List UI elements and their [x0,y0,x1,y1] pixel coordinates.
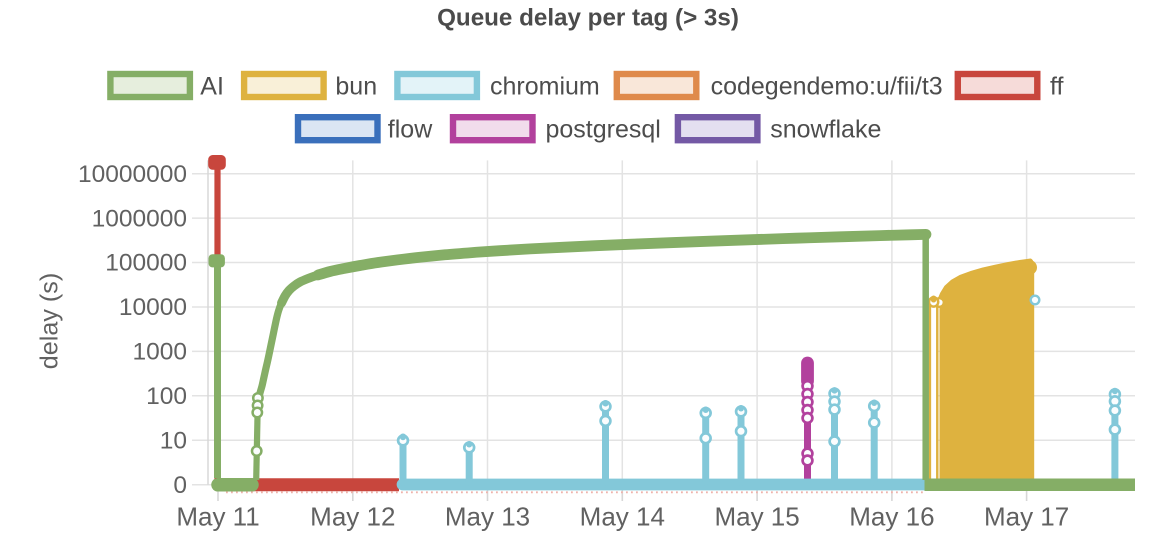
svg-text:100: 100 [146,383,187,410]
svg-text:AI: AI [200,72,224,100]
svg-text:10000: 10000 [119,294,187,321]
svg-text:100000: 100000 [105,250,187,277]
svg-text:May 14: May 14 [580,502,665,532]
svg-text:postgresql: postgresql [546,116,661,144]
svg-text:ff: ff [1050,72,1063,100]
svg-text:10: 10 [160,428,187,455]
svg-text:snowflake: snowflake [770,116,881,144]
svg-text:10000000: 10000000 [78,161,187,188]
svg-text:chromium: chromium [490,72,600,100]
svg-text:flow: flow [388,116,433,144]
svg-text:May 12: May 12 [310,502,395,532]
svg-text:1000: 1000 [132,339,187,366]
svg-text:May 15: May 15 [714,502,799,532]
svg-text:May 13: May 13 [445,502,530,532]
svg-text:delay (s): delay (s) [36,273,64,370]
svg-text:May 17: May 17 [984,502,1069,532]
svg-text:May 16: May 16 [849,502,934,532]
svg-text:codegendemo:u/fii/t3: codegendemo:u/fii/t3 [711,72,943,100]
svg-text:May 11: May 11 [176,502,259,532]
svg-text:0: 0 [173,472,187,499]
svg-text:bun: bun [335,72,377,100]
svg-text:1000000: 1000000 [92,205,187,232]
svg-text:Queue delay per tag (> 3s): Queue delay per tag (> 3s) [437,5,739,32]
